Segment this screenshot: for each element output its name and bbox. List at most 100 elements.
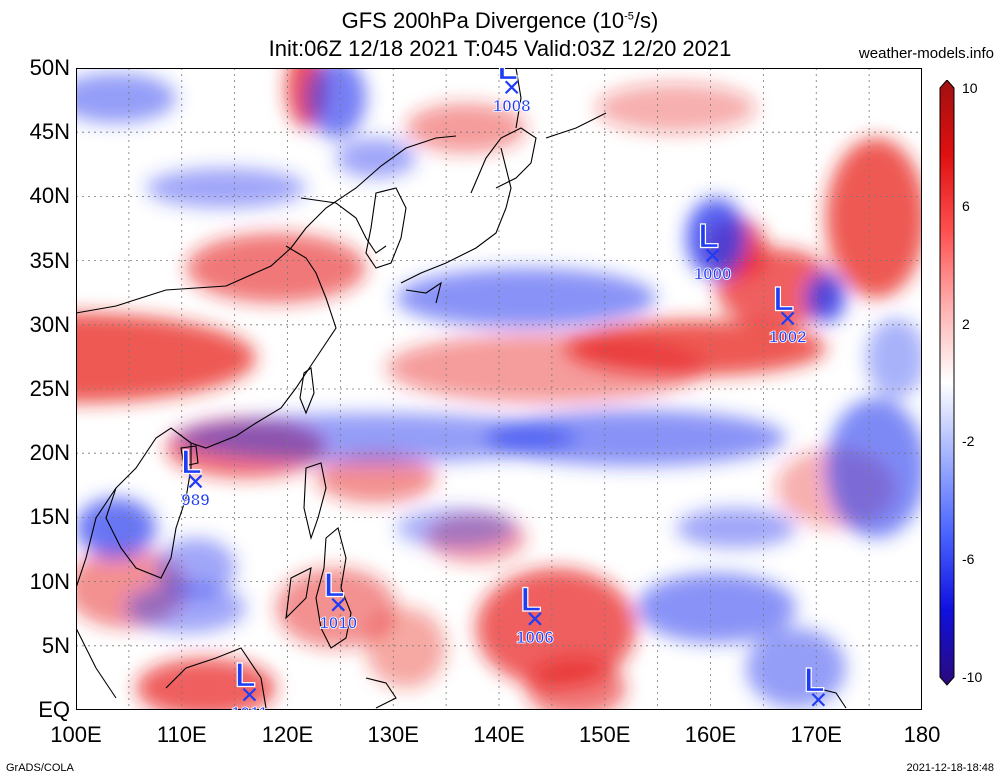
field-blob (176, 413, 576, 463)
divergence-field (76, 68, 922, 710)
colorbar-label: 10 (962, 80, 978, 96)
lat-label: 35N (29, 247, 70, 273)
low-symbol: L (773, 280, 794, 318)
lon-label: 180 (903, 722, 941, 747)
lat-label: 40N (29, 183, 70, 209)
low-pressure-value: 989 (181, 490, 209, 509)
colorbar-label: 2 (962, 315, 970, 332)
field-blob (406, 103, 526, 153)
low-center-mark (705, 248, 720, 263)
field-blob (316, 453, 436, 503)
footer-left: GrADS/COLA (6, 762, 74, 774)
low-symbol: L (521, 581, 542, 619)
low-center-mark (504, 80, 519, 95)
field-blob (526, 658, 626, 710)
field-blob (686, 198, 746, 278)
low-pressure-value: 1002 (769, 327, 807, 346)
low-symbol: L (181, 443, 202, 481)
low-pressure-marker: L 1007 (799, 661, 838, 710)
lat-label: 20N (29, 440, 70, 466)
lon-label: 110E (156, 722, 207, 747)
field-blob (826, 138, 922, 298)
field-blob (866, 318, 922, 398)
field-blob (486, 410, 786, 466)
low-pressure-marker: L 1002 (768, 280, 807, 347)
field-blob (76, 73, 176, 123)
low-center-mark (528, 612, 542, 626)
lat-label: 45N (29, 119, 70, 145)
lat-label: 50N (29, 55, 70, 80)
field-blob (156, 538, 236, 598)
lon-label: 120E (261, 722, 314, 747)
divergence-map: L 1008 L 1000 L 1002 L 989 L 1010 L 1006 L 1011 L 1007 (76, 68, 922, 710)
field-blob (366, 608, 446, 688)
field-blob (186, 233, 366, 303)
low-pressure-value: 1007 (799, 709, 837, 710)
low-center-mark (331, 597, 346, 612)
field-blob (136, 658, 276, 710)
colorbar (939, 80, 955, 686)
low-pressure-marker: L 1011 (231, 656, 269, 710)
low-pressure-marker: L 1006 (516, 580, 555, 647)
field-blob (396, 508, 516, 548)
low-center-mark (811, 692, 826, 707)
low-pressure-value: 1011 (231, 704, 268, 710)
pressure-lows: L 1008 L 1000 L 1002 L 989 L 1010 L 1006 L 1011 L 1007 (181, 68, 838, 710)
lat-label: EQ (38, 697, 70, 722)
lon-label: 170E (790, 722, 842, 747)
field-blob (306, 68, 366, 138)
field-blob (76, 498, 156, 558)
low-symbol: L (324, 567, 345, 605)
field-blob (126, 583, 246, 633)
field-blob (146, 168, 306, 208)
colorbar-label: -6 (962, 551, 975, 568)
lon-label: 140E (473, 722, 525, 747)
lon-label: 130E (367, 722, 419, 747)
field-blob (826, 398, 922, 538)
lon-label: 150E (579, 722, 631, 747)
low-pressure-value: 1006 (516, 628, 554, 647)
map-frame (76, 68, 922, 710)
colorbar-label: 6 (962, 197, 970, 214)
low-center-mark (780, 311, 795, 326)
field-blob (676, 508, 796, 548)
lat-label: 15N (29, 504, 70, 530)
field-blob (336, 138, 416, 178)
low-pressure-value: 1008 (493, 96, 531, 115)
low-pressure-marker: L 1000 (693, 217, 732, 284)
colorbar-label: -2 (962, 433, 975, 450)
chart-subtitle: Init:06Z 12/18 2021 T:045 Valid:03Z 12/2… (268, 36, 732, 61)
field-blob (806, 273, 846, 323)
chart-title: GFS 200hPa Divergence (10-5/s) (341, 8, 659, 33)
source-credit: weather-models.info (858, 45, 994, 62)
colorbar-label: -10 (962, 669, 983, 685)
footer-right: 2021-12-18-18:48 (906, 762, 994, 774)
lat-label: 10N (29, 568, 70, 594)
low-symbol: L (235, 657, 256, 695)
field-blob (566, 320, 826, 376)
field-blob (636, 573, 796, 643)
low-pressure-marker: L 1010 (319, 566, 358, 633)
field-blob (596, 83, 756, 133)
lat-label: 25N (29, 376, 70, 401)
low-center-mark (188, 474, 203, 489)
grid-lines (76, 68, 922, 710)
low-symbol: L (497, 68, 518, 87)
low-pressure-value: 1000 (694, 264, 732, 283)
low-symbol: L (804, 662, 825, 700)
lon-label: 100E (50, 722, 102, 747)
lon-label: 160E (684, 722, 737, 747)
colorbar-scale (939, 80, 955, 686)
low-pressure-value: 1010 (319, 614, 357, 633)
lat-label: 30N (29, 311, 70, 337)
field-blob (76, 313, 256, 403)
low-symbol: L (698, 217, 719, 255)
field-blob (476, 568, 636, 688)
field-blob (746, 628, 846, 708)
lat-label: 5N (41, 632, 70, 658)
field-blob (396, 268, 656, 328)
low-center-mark (242, 687, 257, 702)
coastlines (76, 68, 847, 709)
low-pressure-marker: L 989 (181, 443, 211, 510)
low-pressure-marker: L 1008 (492, 68, 531, 116)
